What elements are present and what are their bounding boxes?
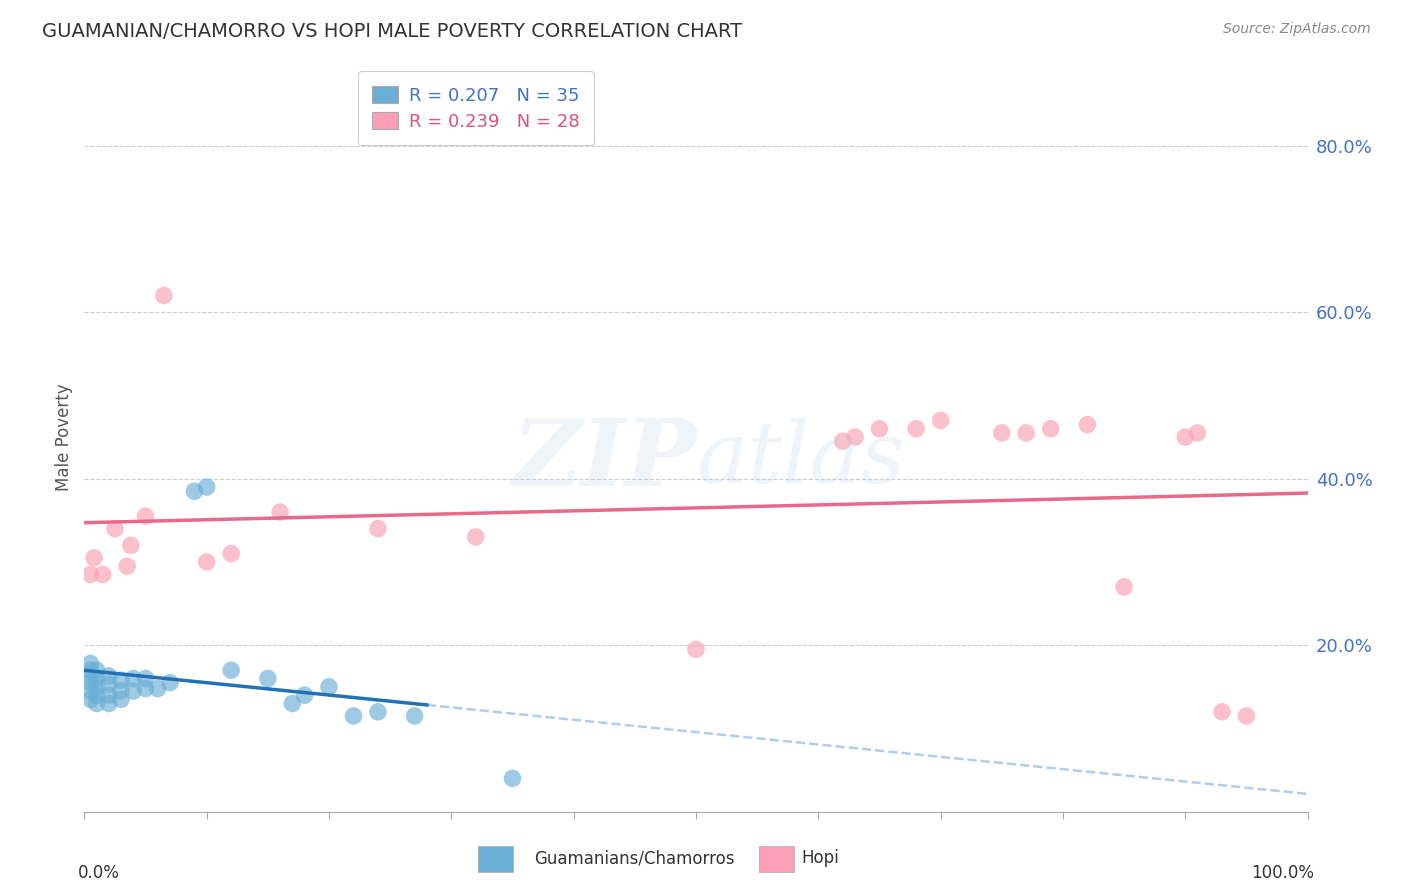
Point [122,672,145,686]
Point [104,522,127,536]
Text: Source: ZipAtlas.com: Source: ZipAtlas.com [1223,22,1371,37]
Point [83,550,105,565]
Point [97,669,120,683]
Text: ZIP: ZIP [512,415,696,505]
Text: atlas: atlas [696,418,905,501]
Point [1174,430,1197,444]
Point [1236,709,1258,723]
Point [1076,417,1098,432]
Point [97,697,120,711]
Point [115,559,138,574]
Point [79,675,101,690]
Point [110,692,132,706]
Point [318,680,340,694]
Point [1211,705,1233,719]
Point [86,680,108,694]
Point [122,684,145,698]
Point [159,675,181,690]
Point [86,672,108,686]
Text: Hopi: Hopi [801,849,839,867]
Point [1039,422,1062,436]
Point [79,663,101,677]
Point [685,642,707,657]
Point [219,547,242,561]
Point [79,567,101,582]
Legend: R = 0.207   N = 35, R = 0.239   N = 28: R = 0.207 N = 35, R = 0.239 N = 28 [359,71,593,145]
Point [79,657,101,671]
Point [79,684,101,698]
Point [135,509,157,524]
Text: Guamanians/Chamorros: Guamanians/Chamorros [534,849,735,867]
Point [183,484,205,499]
Point [844,430,866,444]
Point [281,697,304,711]
Point [86,663,108,677]
Point [195,555,218,569]
Point [269,505,291,519]
Point [257,672,280,686]
Point [97,677,120,691]
Point [153,288,176,302]
Point [120,538,142,552]
Text: 0.0%: 0.0% [79,864,120,882]
Text: GUAMANIAN/CHAMORRO VS HOPI MALE POVERTY CORRELATION CHART: GUAMANIAN/CHAMORRO VS HOPI MALE POVERTY … [42,22,742,41]
Point [97,688,120,702]
Point [195,480,218,494]
Y-axis label: Male Poverty: Male Poverty [55,384,73,491]
Text: 100.0%: 100.0% [1251,864,1313,882]
Point [991,425,1014,440]
Point [905,422,928,436]
Point [1015,425,1038,440]
Point [404,709,426,723]
Point [367,522,389,536]
Point [135,672,157,686]
Point [869,422,891,436]
Point [79,669,101,683]
Point [342,709,364,723]
Point [1114,580,1136,594]
Point [91,567,114,582]
Point [464,530,486,544]
Point [929,413,952,427]
Point [367,705,389,719]
Point [502,772,524,786]
Point [79,692,101,706]
Point [110,673,132,688]
Point [294,688,316,702]
Point [135,681,157,696]
Point [86,697,108,711]
Point [831,434,853,449]
Point [86,688,108,702]
Point [219,663,242,677]
Point [146,681,169,696]
Point [110,684,132,698]
Point [1187,425,1209,440]
